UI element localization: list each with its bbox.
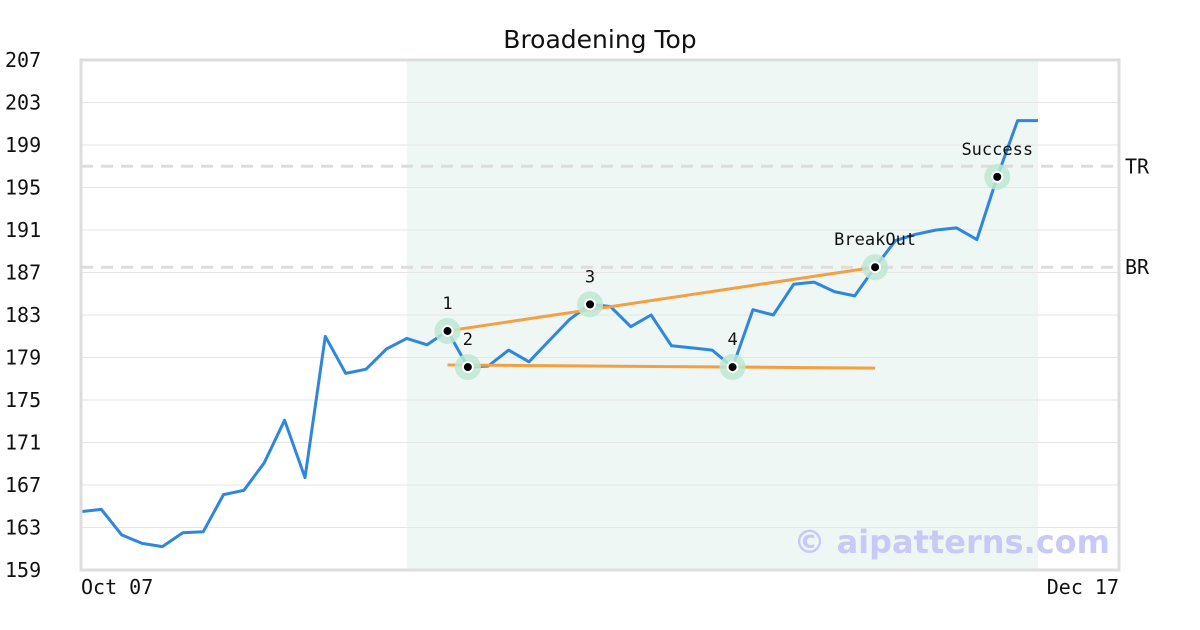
point-label: 2: [463, 330, 473, 350]
x-tick-label: Oct 07: [81, 575, 153, 599]
reference-line-label: BR: [1125, 255, 1150, 279]
point-label: BreakOut: [834, 230, 916, 250]
reference-line-label: TR: [1125, 154, 1150, 178]
point-marker: [441, 324, 454, 337]
trend-line: [447, 363, 876, 370]
y-tick-label: 163: [5, 516, 41, 540]
x-tick-label: Dec 17: [1047, 575, 1119, 599]
y-tick-label: 191: [5, 218, 41, 242]
point-label: 4: [727, 330, 737, 350]
watermark: © aipatterns.com: [793, 523, 1110, 561]
y-tick-label: 195: [5, 176, 41, 200]
y-tick-label: 199: [5, 133, 41, 157]
point-label: 1: [442, 294, 452, 314]
point-marker: [584, 298, 597, 311]
y-tick-label: 175: [5, 388, 41, 412]
point-marker: [726, 361, 739, 374]
y-tick-label: 203: [5, 91, 41, 115]
y-tick-label: 179: [5, 346, 41, 370]
chart-title: Broadening Top: [503, 25, 696, 54]
point-marker: [461, 361, 474, 374]
y-tick-label: 207: [5, 48, 41, 72]
y-tick-label: 187: [5, 261, 41, 285]
y-tick-label: 183: [5, 303, 41, 327]
point-label: 3: [585, 267, 595, 287]
point-label: Success: [961, 140, 1033, 160]
y-tick-label: 171: [5, 431, 41, 455]
point-marker: [991, 170, 1004, 183]
trend-line: [447, 265, 876, 333]
plot-frame: [79, 58, 1121, 572]
y-tick-label: 159: [5, 558, 41, 582]
point-marker: [869, 261, 882, 274]
y-tick-label: 167: [5, 473, 41, 497]
plot-area: 207 203 199 195 191 187 183 179 175 171 167 163 159 O…: [5, 48, 1150, 599]
